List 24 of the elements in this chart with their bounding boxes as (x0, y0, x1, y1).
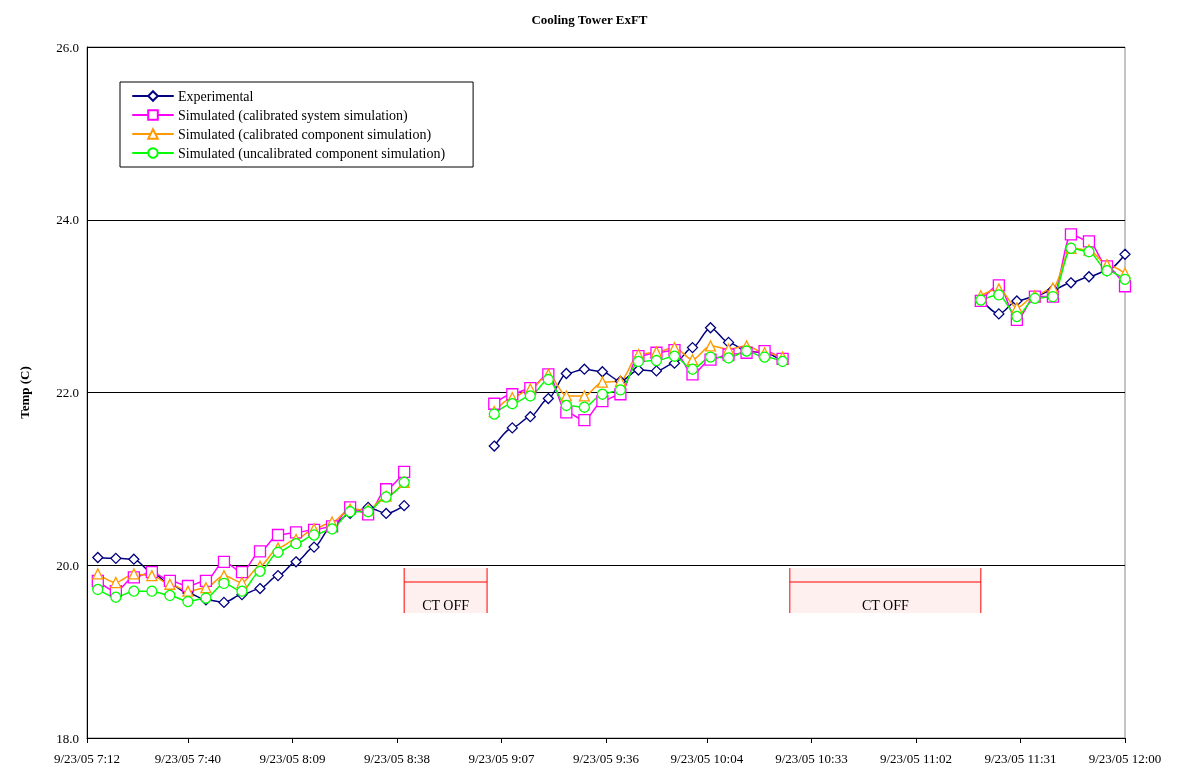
y-tick-label: 26.0 (56, 39, 79, 55)
y-tick-label: 18.0 (56, 730, 79, 746)
y-tick-label: 22.0 (56, 385, 79, 400)
y-axis-title: Temp (C) (17, 366, 32, 419)
x-tick-label: 9/23/05 10:33 (775, 751, 848, 766)
x-tick-label: 9/23/05 9:36 (572, 751, 640, 766)
legend-label: Simulated (uncalibrated component simulation) (178, 145, 446, 162)
x-tick-label: 9/23/05 11:02 (879, 751, 953, 766)
x-tick-label: 9/23/05 10:04 (670, 751, 744, 766)
x-tick-label: 9/23/05 7:12 (53, 751, 121, 766)
legend-label: Experimental (178, 88, 254, 104)
band-label: CT OFF (861, 597, 909, 613)
x-tick-label: 9/23/05 8:38 (363, 751, 431, 766)
legend-label: Simulated (calibrated component simulation) (178, 126, 432, 143)
x-tick-label: 9/23/05 9:07 (468, 751, 536, 766)
x-tick-label: 9/23/05 11:31 (984, 751, 1057, 766)
legend-label: Simulated (calibrated system simulation) (178, 107, 409, 124)
x-tick-label: 9/23/05 12:00 (1088, 751, 1162, 766)
x-tick-label: 9/23/05 8:09 (259, 751, 326, 766)
x-tick-label: 9/23/05 7:40 (154, 751, 221, 766)
y-tick-label: 20.0 (56, 557, 79, 573)
band-label: CT OFF (422, 597, 470, 613)
chart-title: Cooling Tower ExFT (531, 12, 648, 27)
y-tick-label: 24.0 (56, 212, 79, 228)
